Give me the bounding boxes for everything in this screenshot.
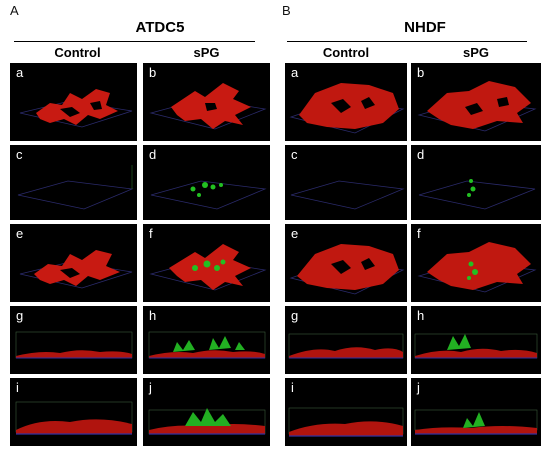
- image-atdc5-spg-j: j: [143, 378, 270, 446]
- image-atdc5-control-e: e: [10, 224, 137, 302]
- image-nhdf-spg-d: d: [411, 145, 541, 220]
- panel-letter: c: [16, 147, 23, 162]
- atdc5-title: ATDC5: [135, 19, 185, 36]
- panel-letter: b: [149, 65, 157, 80]
- panel-letter: c: [291, 147, 298, 162]
- panel-letter: a: [291, 65, 299, 80]
- panel-letter: e: [291, 226, 299, 241]
- nhdf-spg-label: sPG: [462, 45, 489, 60]
- nhdf-control-label: Control: [322, 45, 370, 60]
- image-nhdf-spg-f: f: [411, 224, 541, 302]
- panel-label-a: A: [10, 3, 19, 18]
- image-atdc5-control-g: g: [10, 306, 137, 374]
- atdc5-spg-label: sPG: [193, 45, 220, 60]
- panel-label-b: B: [282, 3, 291, 18]
- image-atdc5-spg-h: h: [143, 306, 270, 374]
- atdc5-rule: [14, 41, 255, 42]
- image-nhdf-control-c: c: [285, 145, 407, 220]
- panel-letter: i: [291, 380, 294, 395]
- panel-letter: g: [16, 308, 24, 323]
- panel-letter: i: [16, 380, 19, 395]
- image-nhdf-control-i: i: [285, 378, 407, 446]
- panel-letter: d: [417, 147, 425, 162]
- panel-letter: g: [291, 308, 299, 323]
- panel-letter: a: [16, 65, 24, 80]
- image-nhdf-control-g: g: [285, 306, 407, 374]
- panel-letter: h: [417, 308, 425, 323]
- panel-letter: f: [417, 226, 421, 241]
- image-nhdf-spg-h: h: [411, 306, 541, 374]
- panel-letter: j: [149, 380, 152, 395]
- image-nhdf-control-e: e: [285, 224, 407, 302]
- panel-letter: d: [149, 147, 157, 162]
- image-atdc5-spg-f: f: [143, 224, 270, 302]
- nhdf-rule: [287, 41, 527, 42]
- nhdf-title: NHDF: [404, 19, 446, 36]
- panel-letter: b: [417, 65, 425, 80]
- image-nhdf-control-a: a: [285, 63, 407, 141]
- panel-letter: j: [417, 380, 420, 395]
- panel-letter: f: [149, 226, 153, 241]
- image-nhdf-spg-j: j: [411, 378, 541, 446]
- image-atdc5-control-a: a: [10, 63, 137, 141]
- panel-letter: h: [149, 308, 157, 323]
- atdc5-control-label: Control: [54, 45, 101, 60]
- image-atdc5-control-i: i: [10, 378, 137, 446]
- image-nhdf-spg-b: b: [411, 63, 541, 141]
- image-atdc5-spg-d: d: [143, 145, 270, 220]
- panel-letter: e: [16, 226, 24, 241]
- image-atdc5-control-c: c: [10, 145, 137, 220]
- image-atdc5-spg-b: b: [143, 63, 270, 141]
